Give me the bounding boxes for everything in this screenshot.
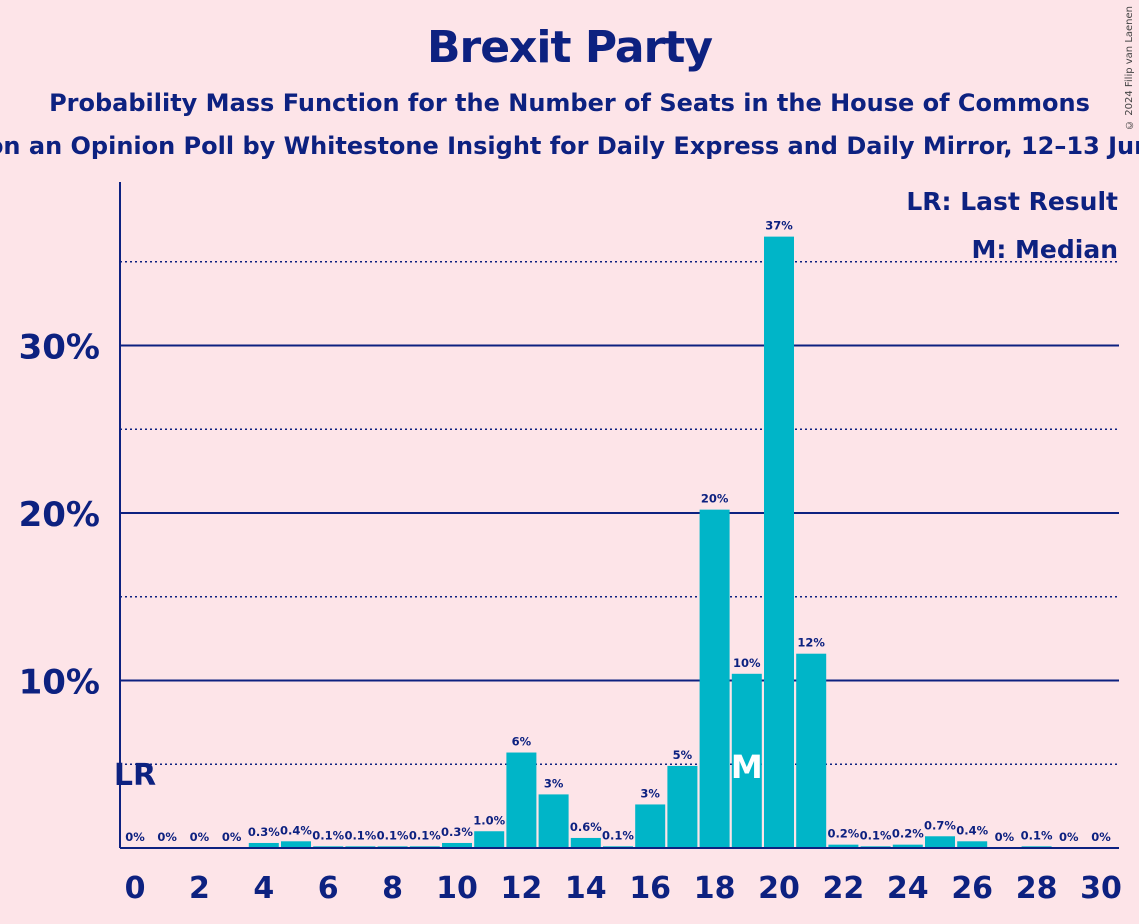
x-tick-label: 0 xyxy=(125,871,146,906)
bar-value-label: 6% xyxy=(512,735,532,749)
x-tick-label: 8 xyxy=(382,871,403,906)
bar-value-label: 0.3% xyxy=(441,825,473,839)
bar-value-label: 0.2% xyxy=(892,827,924,841)
bar xyxy=(538,794,569,848)
bar xyxy=(474,831,505,848)
x-tick-label: 6 xyxy=(318,871,339,906)
y-tick-label: 10% xyxy=(19,663,100,703)
bar-value-label: 0.1% xyxy=(409,828,441,842)
y-tick-label: 30% xyxy=(19,328,100,368)
chart-subtitle-source: Based on an Opinion Poll by Whitestone I… xyxy=(0,132,1139,160)
source-text: Based on an Opinion Poll by Whitestone I… xyxy=(0,132,1139,160)
chart-subtitle: Probability Mass Function for the Number… xyxy=(49,89,1090,117)
bar-value-label: 0.1% xyxy=(860,828,892,842)
bar-value-label: 12% xyxy=(797,636,825,650)
bar-value-label: 0% xyxy=(1091,830,1111,844)
bar-value-label: 0% xyxy=(995,830,1015,844)
bar xyxy=(506,752,537,848)
bar-value-label: 0% xyxy=(222,830,242,844)
bar-value-label: 0% xyxy=(190,830,210,844)
bar-value-label: 3% xyxy=(544,776,564,790)
median-marker: M xyxy=(731,748,763,786)
x-tick-label: 12 xyxy=(501,871,543,906)
x-tick-label: 24 xyxy=(887,871,929,906)
bar-value-label: 3% xyxy=(640,786,660,800)
legend-last-result: LR: Last Result xyxy=(906,187,1118,216)
bar xyxy=(828,844,859,848)
x-tick-label: 28 xyxy=(1016,871,1058,906)
bar-value-label: 0.1% xyxy=(602,828,634,842)
bar-value-label: 0.1% xyxy=(344,828,376,842)
bar-value-label: 0.6% xyxy=(570,820,602,834)
bar xyxy=(764,236,794,848)
bar-value-label: 0.7% xyxy=(924,818,956,832)
bar-value-label: 0.3% xyxy=(248,825,280,839)
bar-value-label: 0.1% xyxy=(1021,828,1053,842)
bar-value-label: 1.0% xyxy=(473,813,505,827)
bar-value-label: 0% xyxy=(1059,830,1079,844)
bar xyxy=(796,653,827,848)
bar-value-label: 0.4% xyxy=(280,823,312,837)
x-tick-label: 4 xyxy=(253,871,274,906)
bar xyxy=(570,837,601,848)
y-tick-label: 20% xyxy=(19,495,100,535)
x-tick-label: 26 xyxy=(951,871,993,906)
bar xyxy=(731,673,762,848)
bar xyxy=(635,804,666,848)
x-tick-label: 20 xyxy=(758,871,800,906)
x-tick-label: 18 xyxy=(694,871,736,906)
bar xyxy=(957,841,988,848)
bar xyxy=(667,765,698,848)
x-tick-label: 2 xyxy=(189,871,210,906)
bar-value-label: 0% xyxy=(157,830,177,844)
bar-value-label: 0.1% xyxy=(377,828,409,842)
bar-value-label: 37% xyxy=(765,219,793,233)
bar-value-label: 5% xyxy=(673,748,693,762)
bar-value-label: 20% xyxy=(701,492,729,506)
x-tick-label: 16 xyxy=(629,871,671,906)
x-tick-label: 10 xyxy=(436,871,478,906)
x-tick-label: 14 xyxy=(565,871,607,906)
bar xyxy=(925,836,955,848)
bar xyxy=(699,509,730,848)
bar-value-label: 0.4% xyxy=(956,823,988,837)
bar xyxy=(281,841,311,848)
bar xyxy=(892,844,923,848)
chart-title: Brexit Party xyxy=(426,22,713,73)
last-result-marker: LR xyxy=(114,758,156,793)
bar xyxy=(442,842,472,848)
bar-value-label: 0.1% xyxy=(312,828,344,842)
bar-value-label: 10% xyxy=(733,656,761,670)
bar xyxy=(248,842,279,848)
x-tick-label: 22 xyxy=(823,871,865,906)
legend-median: M: Median xyxy=(971,235,1118,264)
x-tick-label: 30 xyxy=(1080,871,1122,906)
bar-value-label: 0% xyxy=(125,830,145,844)
bar-value-label: 0.2% xyxy=(827,827,859,841)
